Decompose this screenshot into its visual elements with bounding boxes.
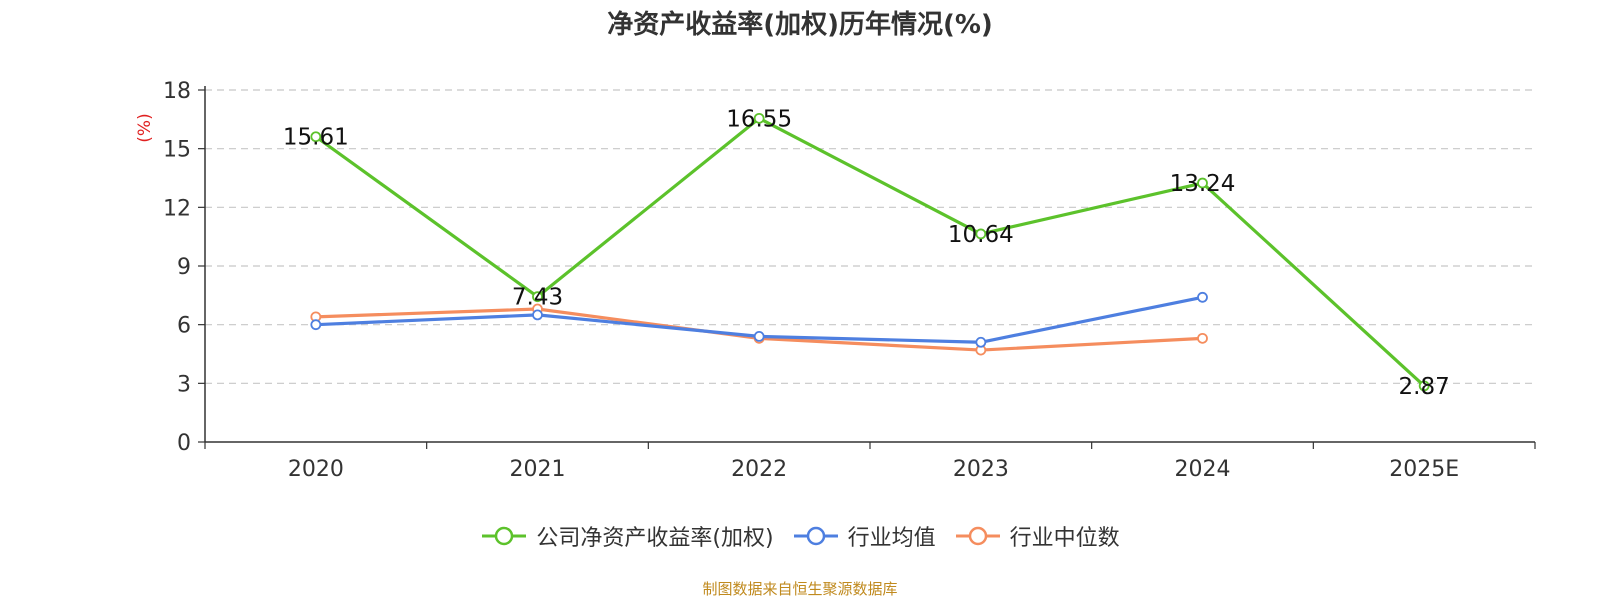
- data-point: [1197, 332, 1208, 344]
- y-axis-label: (%): [135, 113, 155, 142]
- data-point: [310, 131, 322, 143]
- data-point: [1197, 177, 1208, 189]
- legend: 公司净资产收益率(加权) 行业均值 行业中位数: [0, 520, 1600, 552]
- data-point: [532, 291, 543, 303]
- legend-label-company-roe: 公司净资产收益率(加权): [536, 526, 774, 551]
- legend-item-industry-mean[interactable]: 行业均值: [792, 520, 936, 552]
- legend-label-industry-median: 行业中位数: [1009, 526, 1120, 551]
- legend-label-industry-mean: 行业均值: [847, 526, 936, 551]
- data-point: [975, 228, 987, 240]
- data-label: 16.55: [726, 106, 792, 132]
- data-source-note: 制图数据来自恒生聚源数据库: [702, 580, 898, 598]
- legend-marker-industry-median: [955, 526, 1000, 546]
- legend-marker-company-roe: [482, 526, 527, 546]
- legend-item-industry-median[interactable]: 行业中位数: [954, 520, 1120, 552]
- series-line: [314, 116, 1426, 388]
- x-tick-label: 2025E: [1389, 457, 1459, 482]
- data-label: 13.24: [1170, 171, 1236, 197]
- y-tick-label: 12: [163, 196, 191, 221]
- data-point: [532, 309, 543, 321]
- data-label: 7.43: [512, 285, 563, 311]
- data-point: [975, 336, 987, 348]
- data-point: [753, 112, 765, 124]
- chart-title: 净资产收益率(加权)历年情况(%): [607, 10, 993, 40]
- y-tick-label: 18: [163, 79, 191, 104]
- y-tick-label: 15: [163, 138, 191, 163]
- x-tick-label: 2024: [1175, 457, 1231, 482]
- data-label: 15.61: [283, 125, 349, 151]
- y-tick-label: 9: [177, 255, 191, 280]
- x-tick-label: 2023: [953, 457, 1009, 482]
- y-tick-label: 6: [177, 314, 191, 339]
- data-point: [310, 319, 322, 331]
- data-point: [1418, 380, 1430, 392]
- y-tick-label: 3: [177, 372, 191, 397]
- data-point: [753, 330, 765, 342]
- data-point: [1197, 291, 1208, 303]
- data-label: 2.87: [1399, 374, 1450, 400]
- x-tick-label: 2022: [731, 457, 787, 482]
- x-tick-label: 2021: [510, 457, 566, 482]
- y-tick-label: 0: [177, 431, 191, 456]
- series-line: [315, 307, 1203, 352]
- legend-item-company-roe[interactable]: 公司净资产收益率(加权): [480, 520, 774, 552]
- legend-marker-industry-mean: [793, 526, 838, 546]
- x-tick-label: 2020: [288, 457, 344, 482]
- data-label: 10.64: [948, 222, 1014, 248]
